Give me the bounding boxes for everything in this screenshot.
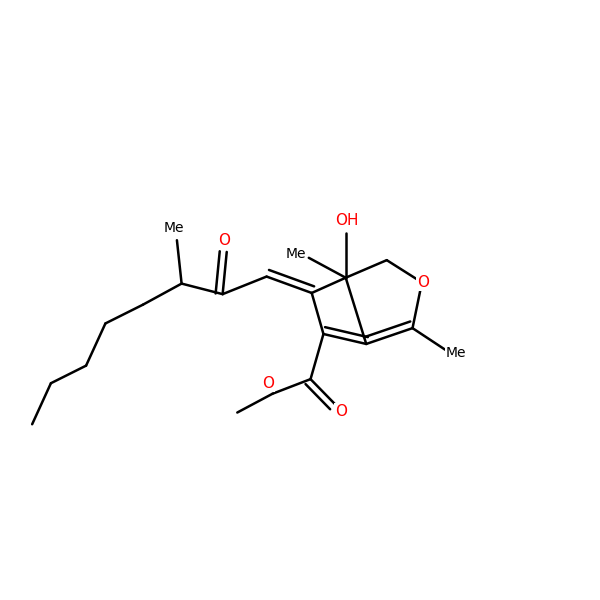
Text: O: O <box>335 404 347 419</box>
Text: O: O <box>262 376 274 391</box>
Text: Me: Me <box>286 247 306 261</box>
Text: O: O <box>218 233 230 248</box>
Text: Me: Me <box>164 221 184 235</box>
Text: OH: OH <box>335 214 359 229</box>
Text: O: O <box>417 275 429 290</box>
Text: Me: Me <box>446 346 466 360</box>
